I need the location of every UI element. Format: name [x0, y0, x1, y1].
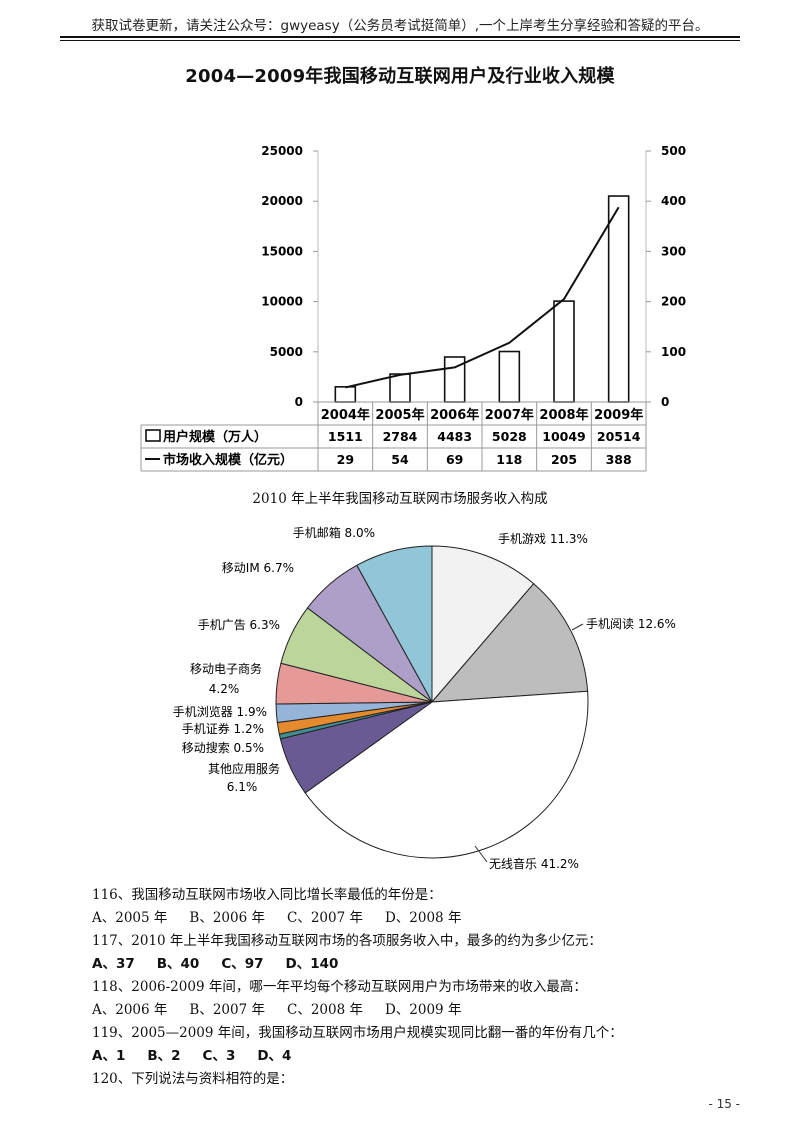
slice-label: 手机邮箱 8.0%: [293, 525, 375, 540]
line-series-name: 市场收入规模（亿元）: [163, 452, 293, 468]
option-c[interactable]: C、97: [221, 956, 264, 972]
slice-percent: 4.2%: [209, 682, 240, 696]
slice-label: 其他应用服务: [208, 761, 280, 776]
pie-slice: [304, 690, 589, 859]
slice-label: 手机浏览器 1.9%: [173, 704, 267, 719]
left-tick-label: 15000: [261, 244, 303, 258]
bar-line-chart: 25000 20000 15000 10000 5000 0 500 400 300 200 100…: [140, 144, 686, 472]
category-label: 2005年: [375, 407, 424, 423]
left-tick-label: 0: [295, 395, 303, 409]
option-a[interactable]: A、37: [92, 956, 135, 972]
user-value-label: 20514: [597, 429, 641, 444]
option-row: A、2006 年 B、2007 年 C、2008 年 D、2009 年: [92, 999, 483, 1021]
option-b[interactable]: B、40: [156, 956, 200, 972]
option-row: A、1 B、2 C、3 D、4: [92, 1045, 313, 1067]
option-b[interactable]: B、2: [147, 1048, 181, 1064]
option-b[interactable]: B、2006 年: [189, 910, 265, 926]
option-d[interactable]: D、4: [257, 1048, 292, 1064]
slice-label: 手机广告 6.3%: [198, 618, 280, 632]
bar-legend-key: [145, 429, 161, 442]
option-d[interactable]: D、2008 年: [384, 910, 462, 926]
slice-label: 手机阅读 12.6%: [586, 617, 676, 631]
revenue-value-label: 205: [551, 452, 577, 467]
header-rule-thin: [60, 40, 740, 41]
question-stem: 119、2005—2009 年间，我国移动互联网市场用户规模实现同比翻一番的年份…: [92, 1025, 623, 1041]
right-tick-label: 500: [661, 144, 686, 158]
category-label: 2006年: [430, 407, 479, 423]
user-value-label: 4483: [437, 429, 472, 444]
option-b[interactable]: B、2007 年: [189, 1002, 265, 1018]
right-tick-label: 100: [661, 345, 686, 359]
header-rule: [60, 36, 740, 38]
right-tick-label: 400: [661, 194, 686, 208]
category-label: 2007年: [485, 407, 534, 423]
slice-label: 手机证券 1.2%: [182, 721, 264, 736]
slice-label: 移动搜索 0.5%: [182, 740, 264, 755]
slice-percent: 6.1%: [227, 780, 258, 794]
chart2-title: 2010 年上半年我国移动互联网市场服务收入构成: [252, 491, 548, 507]
slice-label: 移动IM 6.7%: [222, 561, 294, 575]
option-c[interactable]: C、2008 年: [286, 1002, 363, 1018]
question-stem: 116、我国移动互联网市场收入同比增长率最低的年份是：: [92, 887, 442, 903]
slice-label: 手机游戏 11.3%: [498, 532, 588, 546]
pie-slice: [431, 545, 535, 704]
left-tick-label: 20000: [261, 194, 303, 208]
question-stem: 117、2010 年上半年我国移动互联网市场的各项服务收入中，最多的约为多少亿元…: [92, 933, 602, 949]
user-value-label: 10049: [542, 429, 586, 444]
left-tick-label: 25000: [261, 144, 303, 158]
user-value-label: 1511: [328, 429, 363, 444]
option-d[interactable]: D、140: [285, 956, 339, 972]
slice-label: 移动电子商务: [190, 661, 262, 676]
revenue-value-label: 388: [606, 452, 632, 467]
header-note: 获取试卷更新，请关注公众号：gwyeasy（公务员考试挺简单）,一个上岸考生分享…: [91, 18, 709, 34]
revenue-value-label: 118: [496, 452, 522, 467]
revenue-line: [345, 206, 620, 389]
option-row: A、2005 年 B、2006 年 C、2007 年 D、2008 年: [92, 907, 483, 929]
question-stem: 120、下列说法与资料相符的是：: [92, 1071, 294, 1087]
pie-slice: [356, 545, 433, 703]
user-value-label: 2784: [383, 429, 418, 444]
option-c[interactable]: C、3: [202, 1048, 236, 1064]
revenue-value-label: 29: [337, 452, 354, 467]
option-row: A、37 B、40 C、97 D、140: [92, 953, 360, 975]
revenue-value-label: 54: [391, 452, 409, 467]
option-d[interactable]: D、2009 年: [384, 1002, 462, 1018]
pie-slice: [430, 582, 589, 703]
option-a[interactable]: A、2006 年: [92, 1002, 168, 1018]
left-tick-label: 10000: [261, 295, 303, 309]
category-label: 2004年: [321, 407, 370, 423]
leader-line: [474, 845, 488, 863]
option-a[interactable]: A、2005 年: [92, 910, 168, 926]
chart1-title: 2004—2009年我国移动互联网用户及行业收入规模: [185, 66, 615, 87]
category-label: 2008年: [539, 407, 588, 423]
bar-series-name: 用户规模（万人）: [162, 429, 267, 445]
revenue-value-label: 69: [446, 452, 463, 467]
option-c[interactable]: C、2007 年: [286, 910, 363, 926]
slice-label: 无线音乐 41.2%: [489, 856, 579, 871]
right-tick-label: 300: [661, 244, 686, 258]
question-stem: 118、2006-2009 年间，哪一年平均每个移动互联网用户为市场带来的收入最…: [92, 979, 587, 995]
leader-line: [571, 623, 584, 631]
right-tick-label: 200: [661, 295, 686, 309]
left-tick-label: 5000: [270, 345, 303, 359]
option-a[interactable]: A、1: [92, 1048, 126, 1064]
category-label: 2009年: [594, 407, 643, 423]
page-number: - 15 -: [708, 1097, 740, 1111]
right-tick-label: 0: [661, 395, 669, 409]
user-value-label: 5028: [492, 429, 527, 444]
pie-chart: 手机游戏 11.3% 手机阅读 12.6% 无线音乐 41.2% 其他应用服务 6.1%…: [173, 525, 676, 871]
